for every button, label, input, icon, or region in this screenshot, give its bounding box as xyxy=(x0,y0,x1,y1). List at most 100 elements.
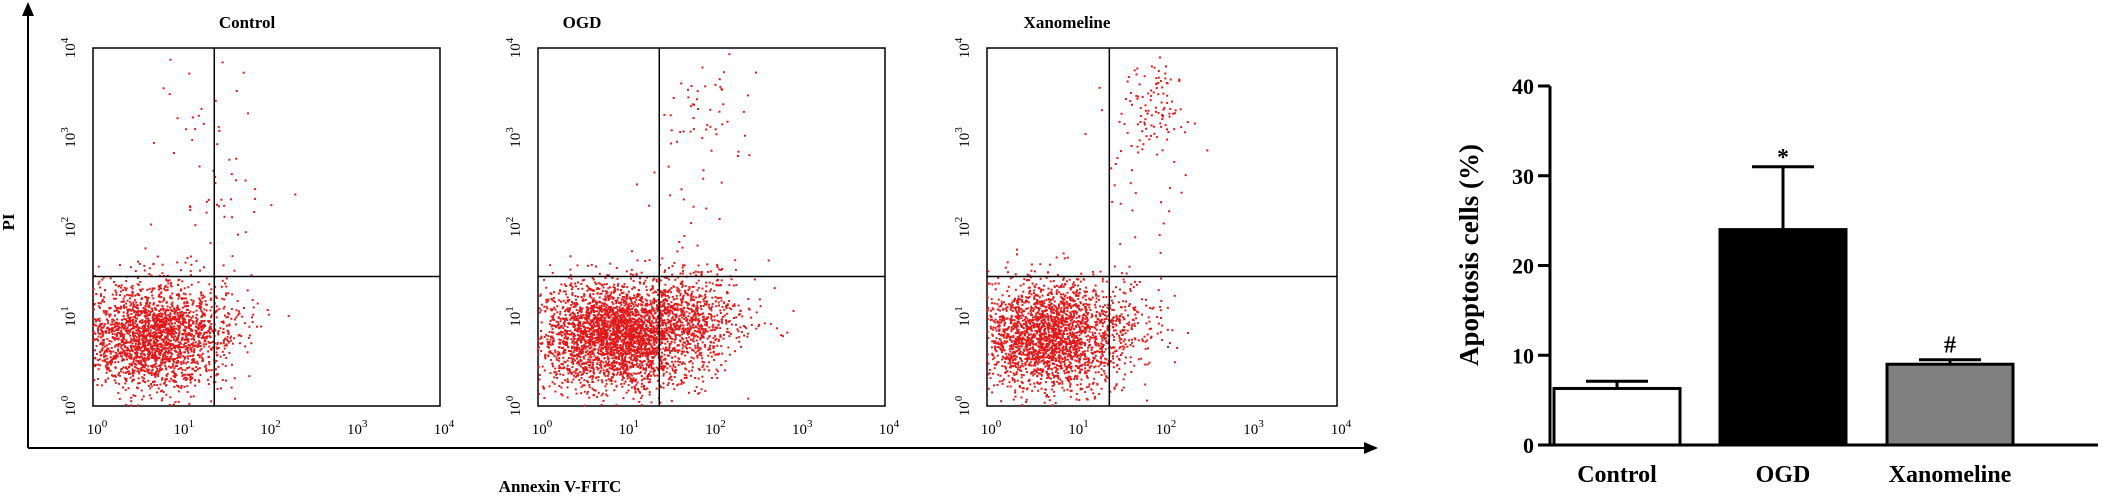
scatter-point xyxy=(620,354,623,357)
scatter-point xyxy=(142,369,145,372)
scatter-point xyxy=(626,342,629,345)
scatter-point xyxy=(633,305,635,308)
scatter-point xyxy=(146,338,149,341)
scatter-point xyxy=(616,299,619,302)
scatter-point xyxy=(174,401,177,403)
scatter-point xyxy=(595,366,598,369)
scatter-point xyxy=(661,319,664,322)
scatter-point xyxy=(580,365,582,368)
scatter-point xyxy=(178,349,181,351)
scatter-point xyxy=(606,344,609,346)
scatter-point xyxy=(118,397,121,400)
scatter-point xyxy=(179,350,181,353)
scatter-point xyxy=(186,350,189,353)
scatter-point xyxy=(117,323,120,326)
scatter-point xyxy=(177,361,180,364)
scatter-point xyxy=(117,311,120,314)
scatter-point xyxy=(566,338,569,340)
scatter-point xyxy=(622,361,625,364)
scatter-point xyxy=(625,328,628,331)
scatter-point xyxy=(134,334,137,337)
scatter-point xyxy=(577,373,580,376)
scatter-point xyxy=(640,404,643,407)
scatter-point xyxy=(656,289,659,291)
scatter-point xyxy=(588,350,591,353)
scatter-point xyxy=(646,350,649,353)
scatter-point xyxy=(186,391,189,394)
scatter-point xyxy=(633,335,636,338)
scatter-point xyxy=(571,286,574,289)
scatter-point xyxy=(621,385,624,388)
scatter-point xyxy=(112,350,115,353)
scatter-point xyxy=(628,297,631,300)
scatter-point xyxy=(620,383,623,385)
scatter-point xyxy=(189,381,192,384)
scatter-point xyxy=(600,284,603,287)
scatter-point xyxy=(591,338,594,341)
scatter-point xyxy=(673,376,676,378)
scatter-point xyxy=(586,306,589,309)
scatter-point xyxy=(596,301,599,304)
scatter-point xyxy=(612,319,614,322)
scatter-point xyxy=(600,308,603,311)
scatter-point xyxy=(572,325,575,328)
scatter-point xyxy=(626,310,629,313)
scatter-point xyxy=(156,348,159,351)
scatter-point xyxy=(639,359,642,362)
scatter-point xyxy=(621,374,624,377)
scatter-point xyxy=(612,332,615,335)
scatter-point xyxy=(193,344,196,347)
scatter-point xyxy=(164,346,166,349)
scatter-point xyxy=(111,323,114,326)
scatter-point xyxy=(167,309,170,312)
scatter-point xyxy=(97,377,99,380)
scatter-point xyxy=(124,318,127,321)
scatter-point xyxy=(214,182,217,185)
scatter-point xyxy=(583,357,586,360)
scatter-point xyxy=(638,333,641,336)
scatter-point xyxy=(677,288,680,291)
scatter-point xyxy=(624,363,627,365)
scatter-point xyxy=(567,346,570,349)
scatter-point xyxy=(616,347,619,350)
scatter-point xyxy=(626,340,629,343)
scatter-point xyxy=(205,367,208,370)
scatter-point xyxy=(573,332,575,335)
scatter-point xyxy=(562,363,564,366)
scatter-point xyxy=(636,342,639,345)
scatter-point xyxy=(125,302,128,305)
scatter-point xyxy=(625,325,628,328)
scatter-point xyxy=(117,348,119,351)
scatter-point xyxy=(626,366,629,369)
scatter-point xyxy=(140,361,142,364)
scatter-point xyxy=(128,373,130,375)
y-tick-label: 103 xyxy=(59,127,79,148)
scatter-point xyxy=(242,71,245,74)
scatter-point xyxy=(573,370,576,373)
scatter-point xyxy=(131,305,134,308)
scatter-point xyxy=(575,375,578,377)
scatter-point xyxy=(572,338,575,341)
scatter-point xyxy=(651,285,654,288)
scatter-point xyxy=(582,326,585,329)
scatter-point xyxy=(663,353,666,356)
scatter-point xyxy=(117,360,120,363)
scatter-point xyxy=(708,369,710,372)
scatter-point xyxy=(254,188,257,191)
scatter-point xyxy=(267,313,270,316)
scatter-point xyxy=(151,353,154,356)
scatter-point xyxy=(601,315,604,318)
scatter-point xyxy=(165,349,168,352)
scatter-point xyxy=(174,310,177,313)
scatter-point xyxy=(168,332,171,335)
scatter-point xyxy=(634,372,637,375)
scatter-point xyxy=(590,351,592,354)
scatter-point xyxy=(575,392,578,395)
scatter-point xyxy=(146,319,149,322)
scatter-point xyxy=(173,316,176,319)
scatter-point xyxy=(119,286,122,289)
scatter-point xyxy=(593,341,596,344)
scatter-point xyxy=(137,310,140,313)
scatter-point xyxy=(100,302,102,305)
scatter-point xyxy=(636,362,639,365)
